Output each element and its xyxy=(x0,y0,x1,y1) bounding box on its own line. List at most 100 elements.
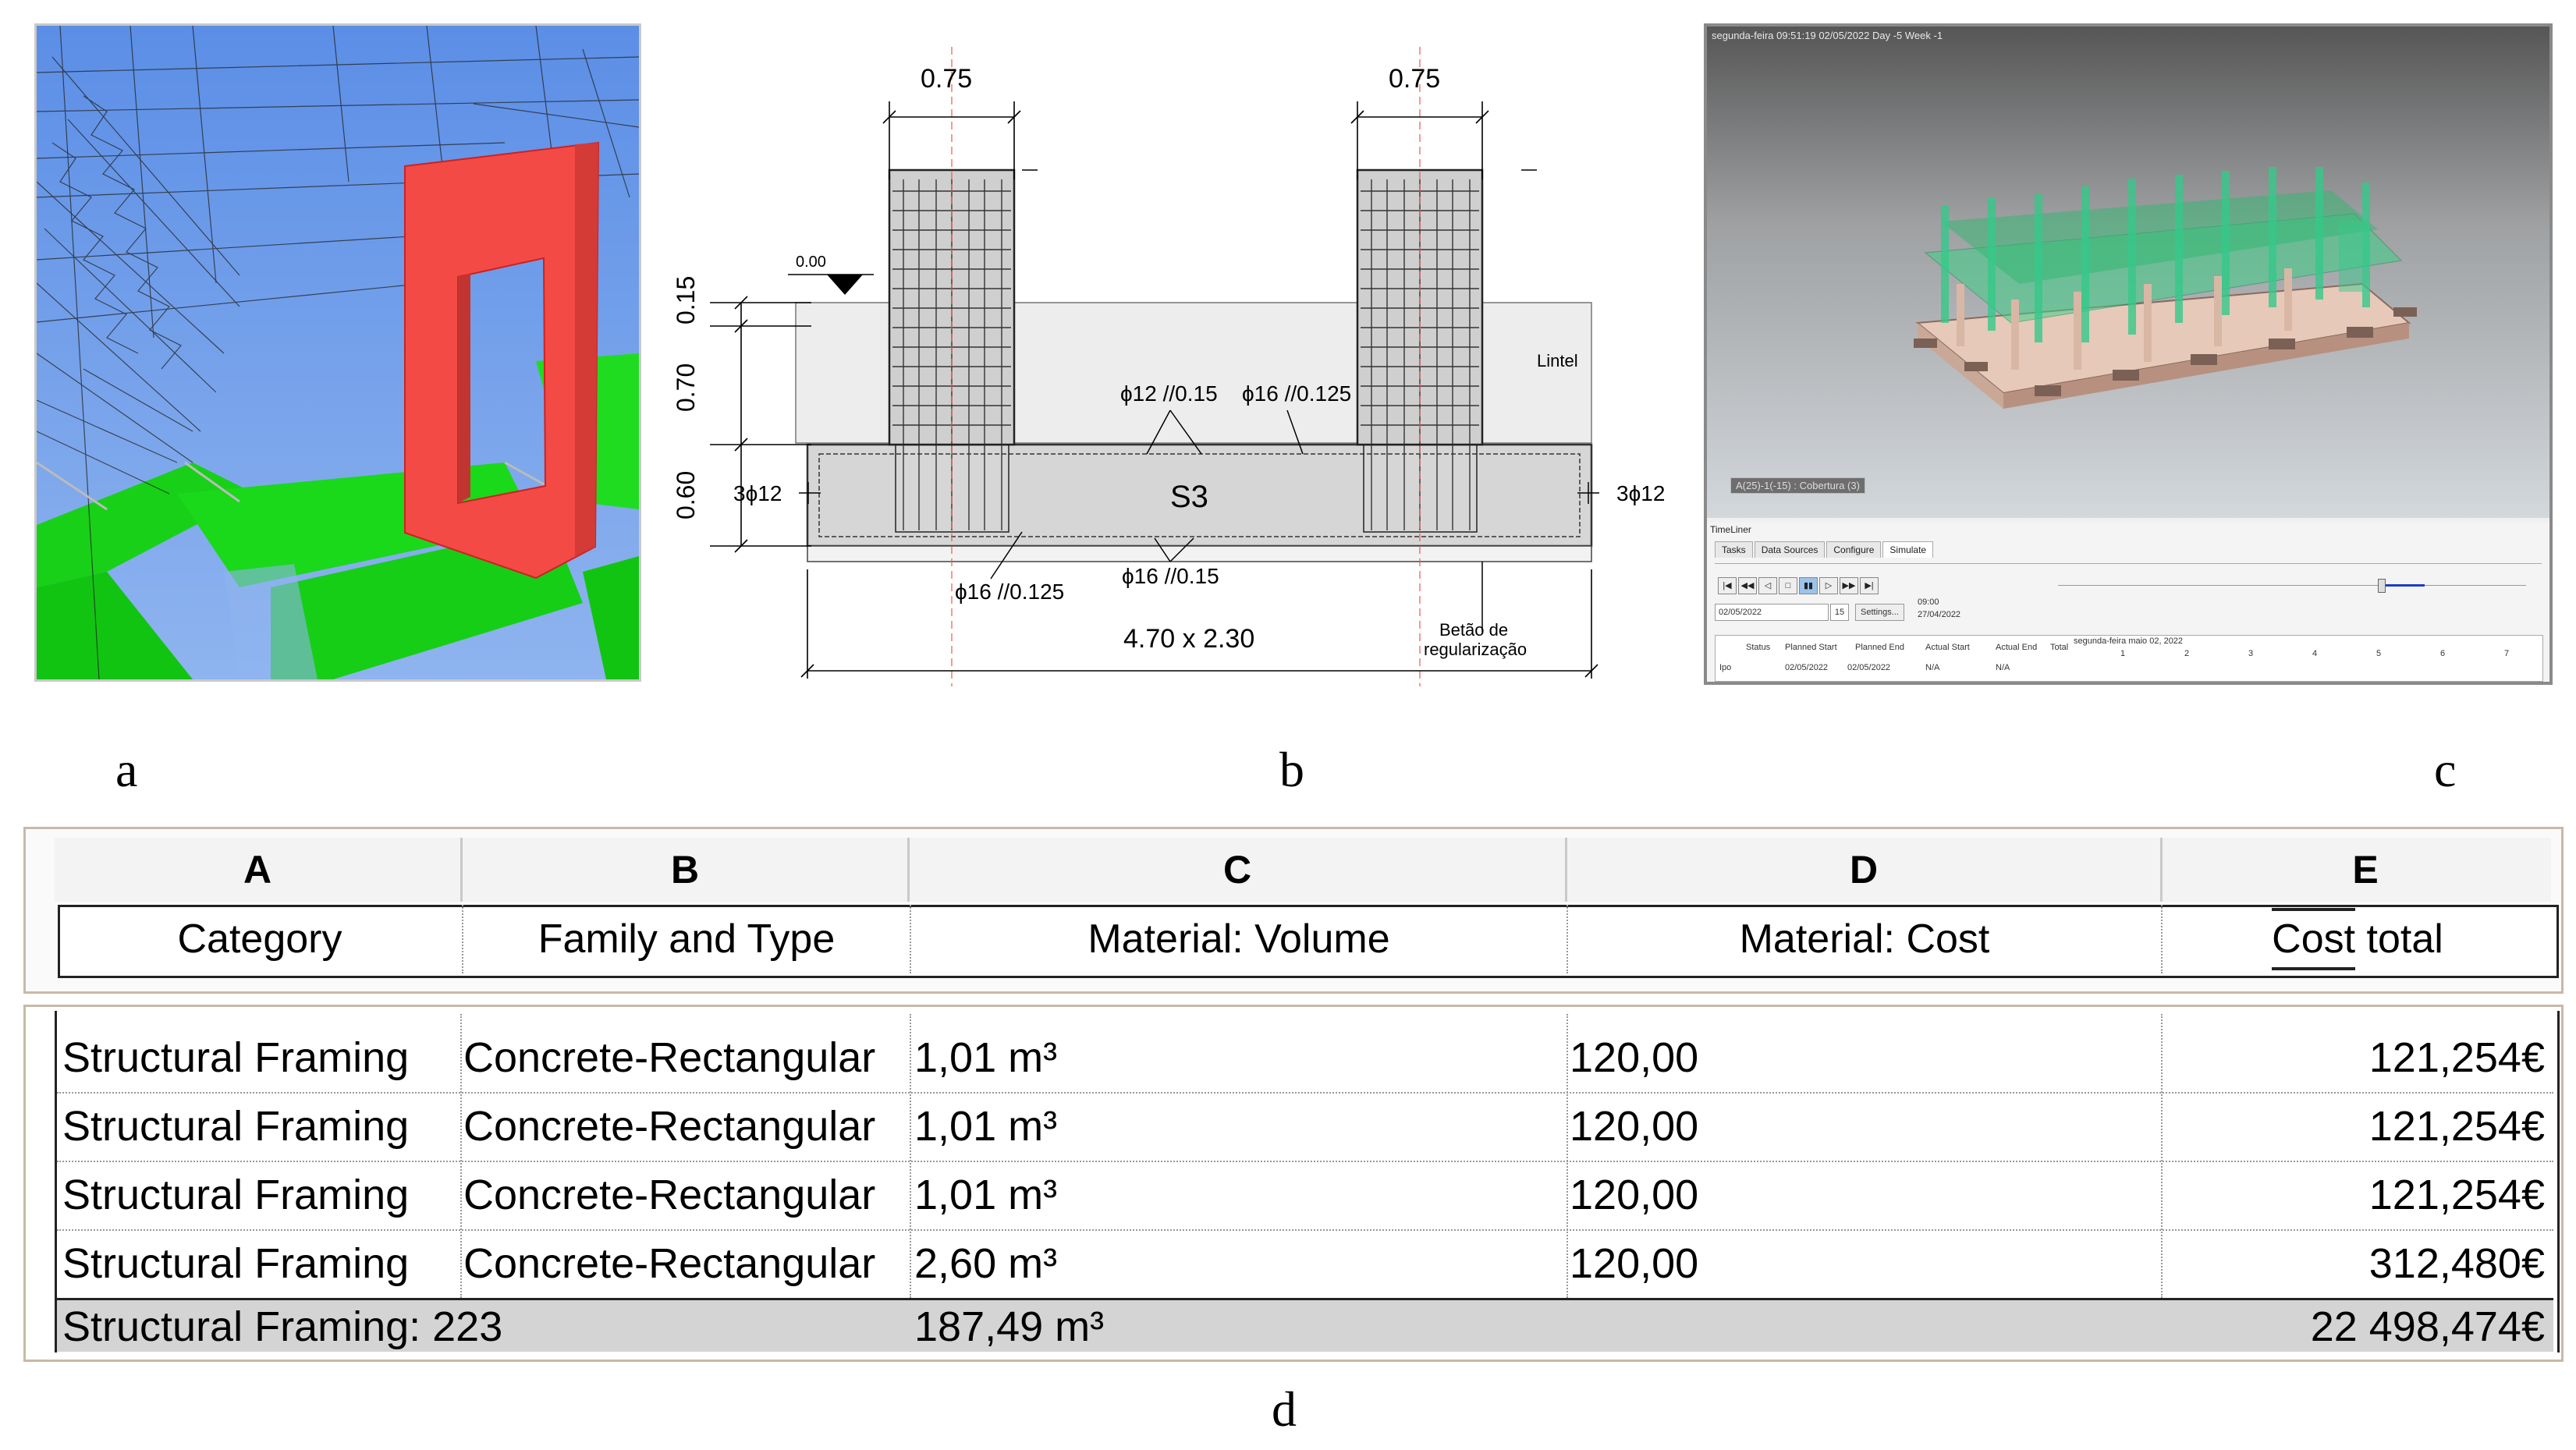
blinding-layer xyxy=(807,545,1592,562)
col-planned-end: Planned End xyxy=(1855,643,1904,652)
gantt-header: segunda-feira maio 02, 2022 xyxy=(2074,636,2184,646)
dim-015: 0.15 xyxy=(672,276,700,324)
cell-total[interactable]: 121,254€ xyxy=(2368,1103,2545,1150)
timeliner-title: TimeLiner xyxy=(1710,524,1751,535)
cell-cost[interactable]: 120,00 xyxy=(1570,1240,1699,1287)
summary-label: Structural Framing: 223 xyxy=(62,1303,503,1350)
cell-family[interactable]: Concrete-Rectangular xyxy=(463,1240,876,1287)
header-family-type[interactable]: Family and Type xyxy=(463,905,911,973)
cell-total[interactable]: 121,254€ xyxy=(2368,1172,2545,1218)
cell-total[interactable]: 312,480€ xyxy=(2368,1240,2545,1287)
play-icon[interactable]: ▷ xyxy=(1819,577,1838,594)
step-back-icon[interactable]: ◀◀ xyxy=(1738,577,1757,594)
cell-cost[interactable]: 120,00 xyxy=(1570,1172,1699,1218)
calendar-button[interactable]: 15 xyxy=(1830,604,1849,621)
blinding-label-2: regularização xyxy=(1424,640,1527,659)
step-forward-icon[interactable]: ▶▶ xyxy=(1840,577,1858,594)
cell-category[interactable]: Structural Framing xyxy=(62,1103,410,1150)
footing-block xyxy=(806,443,1593,548)
header-material-cost[interactable]: Material: Cost xyxy=(1568,905,2163,973)
task-row-actual-end[interactable]: N/A xyxy=(1996,663,2010,672)
rebar-bottom-2-label: ϕ16 //0.15 xyxy=(1122,564,1219,588)
pause-icon[interactable]: ▮▮ xyxy=(1799,577,1818,594)
cell-volume[interactable]: 1,01 m³ xyxy=(914,1172,1058,1218)
time-slider-track[interactable] xyxy=(2058,585,2526,586)
cell-cost[interactable]: 120,00 xyxy=(1570,1034,1699,1081)
rebar-side-left-label: 3ϕ12 xyxy=(733,481,782,505)
rebar-side-right-label: 3ϕ12 xyxy=(1616,481,1665,505)
simulation-viewport[interactable]: segunda-feira 09:51:19 02/05/2022 Day -5… xyxy=(1707,27,2549,518)
col-letter-c: C xyxy=(910,838,1567,902)
settings-button[interactable]: Settings... xyxy=(1855,604,1904,621)
dim-070: 0.70 xyxy=(672,363,700,412)
task-row-planned-end[interactable]: 02/05/2022 xyxy=(1847,663,1891,672)
panel-label-d: d xyxy=(1272,1381,1297,1437)
col-status: Status xyxy=(1746,643,1771,652)
tab-simulate[interactable]: Simulate xyxy=(1882,541,1934,558)
task-grid xyxy=(1715,635,2543,682)
summary-total: 22 498,474€ xyxy=(2310,1303,2545,1350)
cell-category[interactable]: Structural Framing xyxy=(62,1034,410,1081)
cell-family[interactable]: Concrete-Rectangular xyxy=(463,1172,876,1218)
end-icon[interactable]: ▶| xyxy=(1860,577,1879,594)
cell-category[interactable]: Structural Framing xyxy=(62,1172,410,1218)
stop-icon[interactable]: □ xyxy=(1779,577,1797,594)
section-svg: 0.75 0.75 0.00 0.15 0.70 0.60 Lintel ϕ12… xyxy=(672,47,1665,686)
header-cost-total[interactable]: Cost total xyxy=(2163,905,2553,973)
tab-data-sources[interactable]: Data Sources xyxy=(1754,541,1826,558)
time-date-value: 27/04/2022 xyxy=(1918,610,1961,619)
date-input[interactable]: 02/05/2022 xyxy=(1715,604,1829,621)
cell-volume[interactable]: 1,01 m³ xyxy=(914,1034,1058,1081)
cell-total[interactable]: 121,254€ xyxy=(2368,1034,2545,1081)
header-category[interactable]: Category xyxy=(58,905,463,973)
col-planned-start: Planned Start xyxy=(1785,643,1837,652)
dim-060: 0.60 xyxy=(672,471,700,519)
blinding-label-1: Betão de xyxy=(1439,620,1508,640)
cell-volume[interactable]: 1,01 m³ xyxy=(914,1103,1058,1150)
dim-col-right: 0.75 xyxy=(1389,64,1440,94)
lintel-label: Lintel xyxy=(1537,351,1578,370)
timeliner-panel: TimeLiner Tasks Data Sources Configure S… xyxy=(1707,523,2549,682)
panel-label-b: b xyxy=(1279,742,1304,797)
simulation-status-bar: segunda-feira 09:51:19 02/05/2022 Day -5… xyxy=(1712,30,1943,41)
gantt-day: 4 xyxy=(2312,649,2318,658)
header-material-volume[interactable]: Material: Volume xyxy=(911,905,1568,973)
gantt-day: 2 xyxy=(2184,649,2190,658)
footing-section-drawing: 0.75 0.75 0.00 0.15 0.70 0.60 Lintel ϕ12… xyxy=(655,23,1701,694)
rebar-top-2-label: ϕ16 //0.125 xyxy=(1242,381,1351,406)
level-marker-icon xyxy=(827,275,863,295)
model-3d-graphic xyxy=(37,26,639,679)
gantt-day: 5 xyxy=(2376,649,2382,658)
gantt-day: 6 xyxy=(2440,649,2446,658)
col-letter-e: E xyxy=(2352,848,2379,892)
summary-volume: 187,49 m³ xyxy=(914,1303,1105,1350)
cell-cost[interactable]: 120,00 xyxy=(1570,1103,1699,1150)
time-value: 09:00 xyxy=(1918,597,1939,607)
col-letter-b: B xyxy=(463,838,910,902)
gantt-day: 1 xyxy=(2120,649,2126,658)
task-row-planned-start[interactable]: 02/05/2022 xyxy=(1785,663,1829,672)
footing-label: S3 xyxy=(1170,480,1208,514)
building-model-graphic xyxy=(1914,167,2417,409)
task-row-actual-start[interactable]: N/A xyxy=(1925,663,1940,672)
time-slider-thumb[interactable] xyxy=(2378,579,2386,593)
cell-volume[interactable]: 2,60 m³ xyxy=(914,1240,1058,1287)
cell-family[interactable]: Concrete-Rectangular xyxy=(463,1103,876,1150)
task-row-name[interactable]: Ipo xyxy=(1719,663,1732,672)
tab-tasks[interactable]: Tasks xyxy=(1715,541,1753,558)
back-icon[interactable]: ◁ xyxy=(1758,577,1777,594)
dim-col-left: 0.75 xyxy=(921,64,972,94)
cell-family[interactable]: Concrete-Rectangular xyxy=(463,1034,876,1081)
summary-row xyxy=(57,1300,2553,1352)
rebar-top-1-label: ϕ12 //0.15 xyxy=(1120,381,1218,406)
gantt-day: 3 xyxy=(2248,649,2254,658)
header-cost-word: Cost xyxy=(2272,908,2356,970)
model-3d-view xyxy=(34,23,641,682)
cell-category[interactable]: Structural Framing xyxy=(62,1240,410,1287)
panel-label-a: a xyxy=(115,742,138,797)
rebar-bottom-1-label: ϕ16 //0.125 xyxy=(955,580,1064,604)
col-total: Total xyxy=(2050,643,2069,652)
level-text: 0.00 xyxy=(796,253,826,271)
tab-configure[interactable]: Configure xyxy=(1826,541,1882,558)
rewind-icon[interactable]: |◀ xyxy=(1718,577,1737,594)
